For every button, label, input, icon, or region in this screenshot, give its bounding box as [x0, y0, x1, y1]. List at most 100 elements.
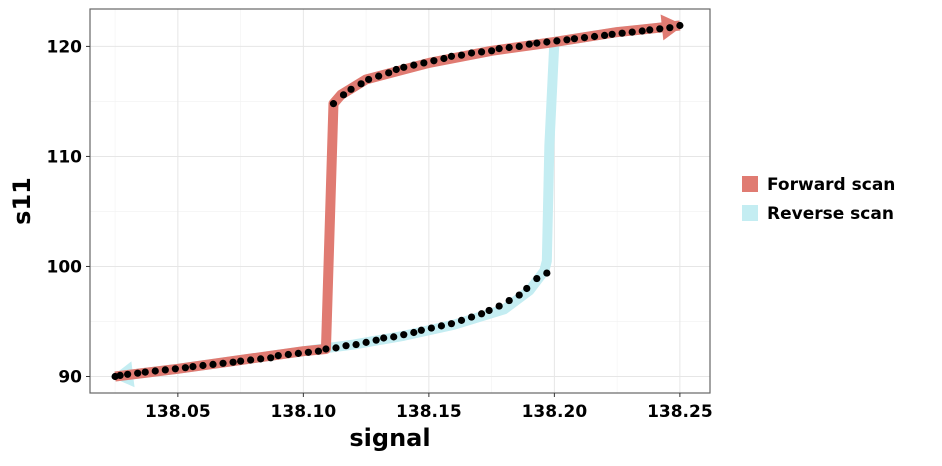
data-point	[161, 366, 169, 374]
data-point	[385, 69, 393, 77]
y-tick-label: 120	[47, 37, 83, 57]
data-point	[284, 350, 292, 359]
data-point	[181, 364, 189, 372]
legend-swatch	[742, 176, 758, 192]
data-point	[274, 351, 282, 360]
data-point	[477, 310, 486, 318]
data-point	[329, 100, 338, 108]
data-point	[600, 31, 609, 40]
data-point	[457, 51, 466, 59]
data-point	[553, 37, 561, 45]
data-point	[189, 362, 197, 371]
data-point	[666, 24, 674, 32]
data-point	[440, 54, 448, 63]
data-point	[525, 40, 533, 48]
data-point	[656, 25, 664, 33]
data-point	[515, 291, 523, 299]
data-point	[467, 49, 476, 57]
data-point	[590, 32, 599, 41]
minor-gridlines	[90, 9, 710, 393]
data-point	[523, 284, 531, 293]
data-point	[294, 349, 302, 357]
legend-swatch	[742, 205, 758, 221]
x-axis: 138.05 138.10 138.15 138.20 138.25	[145, 393, 713, 422]
legend-label: Forward scan	[767, 175, 895, 195]
data-point	[437, 322, 446, 330]
data-point	[390, 333, 398, 341]
data-point	[322, 345, 330, 353]
data-point	[380, 334, 388, 342]
x-tick-label: 138.20	[522, 402, 588, 422]
data-point	[342, 342, 350, 350]
data-point	[304, 348, 312, 356]
data-point	[209, 360, 217, 368]
data-point	[199, 361, 207, 370]
data-point	[314, 347, 323, 355]
data-point	[488, 47, 496, 55]
data-point	[365, 75, 373, 84]
data-point	[618, 29, 626, 37]
y-axis-title: s11	[8, 177, 36, 225]
data-point	[477, 48, 486, 56]
data-point	[580, 34, 589, 42]
x-tick-label: 138.10	[271, 402, 337, 422]
data-point	[628, 28, 636, 36]
data-point	[457, 316, 466, 324]
data-point	[124, 370, 132, 378]
data-point	[375, 72, 383, 80]
data-point	[229, 358, 237, 366]
data-point	[447, 52, 456, 60]
data-point	[400, 331, 408, 339]
data-point	[417, 326, 425, 334]
data-point	[467, 313, 476, 321]
major-gridlines	[90, 9, 710, 393]
plot-border	[89, 8, 711, 394]
x-tick-label: 138.25	[647, 402, 713, 422]
data-point	[533, 274, 541, 283]
data-point	[646, 26, 654, 34]
data-point	[362, 338, 370, 346]
data-point	[247, 356, 255, 364]
data-point	[505, 43, 513, 52]
data-point	[332, 344, 340, 352]
data-point	[427, 324, 435, 332]
data-point	[533, 39, 541, 47]
x-tick-label: 138.15	[396, 402, 462, 422]
data-point	[237, 357, 245, 365]
data-point	[372, 336, 380, 344]
data-point	[676, 21, 684, 30]
data-point	[505, 296, 513, 305]
x-axis-title: signal	[349, 424, 430, 452]
data-point	[485, 306, 493, 315]
data-point	[352, 340, 360, 349]
data-point	[134, 369, 142, 377]
y-tick-label: 90	[58, 367, 82, 387]
y-axis: 90 100 110 120	[47, 37, 90, 387]
data-point	[410, 61, 418, 69]
data-point	[257, 355, 265, 363]
data-point	[267, 354, 275, 362]
data-point	[116, 371, 124, 379]
x-tick-label: 138.05	[145, 402, 211, 422]
data-point	[430, 57, 438, 65]
data-point	[515, 42, 523, 51]
data-point	[392, 65, 400, 74]
data-point	[400, 63, 408, 71]
data-point	[495, 302, 503, 310]
legend-label: Reverse scan	[767, 204, 894, 224]
data-point	[141, 368, 149, 376]
y-tick-label: 100	[47, 257, 83, 277]
data-point	[347, 85, 355, 93]
data-points	[111, 21, 684, 381]
data-point	[171, 365, 179, 373]
data-point	[357, 80, 365, 88]
data-point	[570, 35, 579, 43]
data-point	[410, 328, 418, 337]
data-point	[495, 45, 503, 53]
data-point	[543, 269, 551, 277]
data-point	[339, 91, 348, 99]
data-point	[638, 27, 646, 35]
data-point	[420, 59, 428, 67]
data-point	[563, 36, 571, 44]
